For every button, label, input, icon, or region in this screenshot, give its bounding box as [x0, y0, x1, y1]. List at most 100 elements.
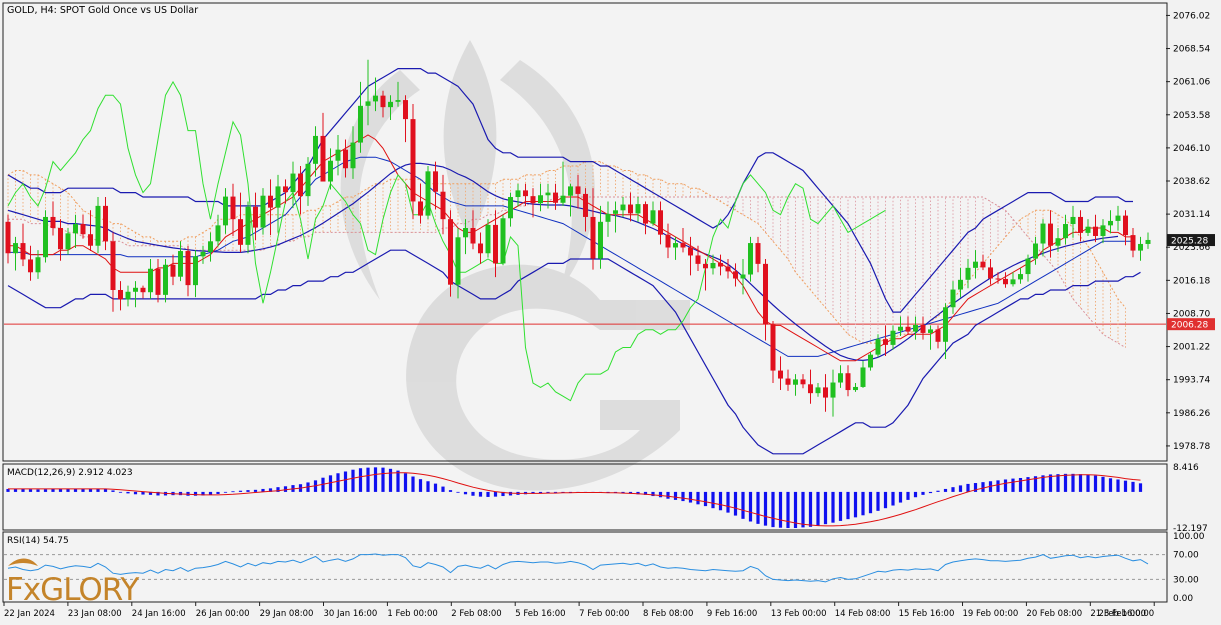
- macd-histogram-bar: [1108, 478, 1113, 492]
- price-tick-label: 2046.10: [1173, 144, 1210, 154]
- candle-body: [283, 186, 288, 193]
- candle-body: [328, 160, 333, 182]
- candle-body: [890, 330, 896, 345]
- price-tick-label: 2001.22: [1173, 343, 1210, 353]
- candle-body: [860, 367, 866, 387]
- macd-histogram-bar: [441, 486, 445, 492]
- candle-body: [755, 243, 761, 264]
- candle-body: [403, 100, 408, 120]
- candle-body: [65, 233, 71, 250]
- candle-body: [995, 278, 1001, 280]
- macd-histogram-bar: [283, 486, 288, 492]
- candle-body: [268, 195, 273, 208]
- watermark-g-letter: [406, 264, 690, 491]
- logo-swoosh: [8, 558, 38, 566]
- candle-body: [28, 259, 33, 273]
- time-tick-label: 9 Feb 16:00: [707, 609, 757, 619]
- candle-body: [463, 228, 468, 238]
- candle-body: [725, 266, 731, 272]
- candle-body: [905, 326, 911, 332]
- macd-histogram-bar: [696, 491, 700, 505]
- macd-histogram-bar: [231, 491, 235, 493]
- candle-body: [830, 382, 836, 398]
- candle-body: [418, 201, 423, 216]
- candle-body: [575, 186, 581, 194]
- candle-body: [950, 289, 956, 308]
- candle-body: [703, 263, 708, 269]
- candle-body: [658, 210, 663, 235]
- candle-body: [215, 225, 221, 242]
- candle-body: [1130, 235, 1136, 251]
- candle-body: [800, 379, 806, 385]
- macd-histogram-bar: [651, 491, 655, 497]
- price-tick-label: 2031.14: [1173, 210, 1210, 220]
- macd-histogram-bar: [673, 491, 678, 500]
- macd-histogram-bar: [801, 491, 805, 528]
- rsi-label: RSI(14) 54.75: [7, 536, 69, 546]
- time-tick-label: 20 Feb 08:00: [1026, 609, 1082, 619]
- candle-body: [103, 205, 108, 242]
- rsi-axis-label: 0.00: [1173, 594, 1193, 604]
- price-tick-label: 2068.54: [1173, 45, 1210, 55]
- macd-histogram-bar: [936, 490, 940, 492]
- candle-body: [470, 228, 476, 244]
- candle-body: [290, 173, 296, 193]
- candle-body: [845, 373, 851, 391]
- macd-histogram-bar: [426, 481, 430, 492]
- macd-histogram-bar: [51, 488, 55, 492]
- candle-body: [163, 264, 168, 295]
- candle-body: [673, 243, 678, 248]
- macd-histogram-bar: [36, 489, 40, 492]
- candle-body: [80, 224, 86, 235]
- candle-body: [178, 251, 183, 277]
- rsi-line: [7, 553, 1149, 583]
- macd-histogram-bar: [906, 491, 910, 500]
- price-tick-label: 1978.78: [1173, 442, 1210, 452]
- candle-body: [298, 173, 303, 197]
- macd-histogram-bar: [966, 483, 970, 492]
- candle-body: [688, 247, 693, 256]
- macd-histogram-bar: [126, 491, 130, 494]
- time-tick-label: 15 Feb 16:00: [899, 609, 955, 619]
- candle-body: [965, 267, 971, 280]
- time-tick-label: 22 Jan 2024: [4, 609, 55, 619]
- macd-histogram-bar: [246, 490, 250, 492]
- candle-body: [680, 243, 686, 248]
- macd-histogram-bar: [373, 467, 378, 492]
- candle-body: [868, 354, 873, 368]
- time-tick-label: 13 Feb 00:00: [771, 609, 827, 619]
- macd-histogram-bar: [448, 490, 453, 492]
- candle-body: [380, 95, 386, 108]
- macd-histogram-bar: [1116, 479, 1120, 492]
- macd-histogram-bar: [876, 491, 880, 511]
- candle-body: [635, 204, 641, 214]
- macd-histogram-bar: [43, 489, 48, 492]
- macd-histogram-bar: [478, 491, 483, 497]
- rsi-panel: [2, 531, 1168, 603]
- candle-body: [1010, 279, 1016, 285]
- macd-histogram-bar: [1093, 475, 1098, 492]
- chart-title: GOLD, H4: SPOT Gold Once vs US Dollar: [7, 5, 198, 16]
- candle-body: [148, 268, 153, 293]
- candle-body: [5, 221, 11, 254]
- fxglory-logo: FxGLORY: [6, 558, 140, 608]
- candle-body: [193, 256, 198, 286]
- candle-body: [350, 142, 356, 169]
- macd-histogram-bar: [1041, 475, 1045, 492]
- time-tick-label: 23 Jan 08:00: [68, 609, 122, 619]
- macd-histogram-bar: [223, 491, 228, 493]
- candle-body: [628, 204, 633, 214]
- time-tick-label: 14 Feb 08:00: [835, 609, 891, 619]
- candle-body: [208, 241, 213, 252]
- candle-body: [508, 197, 513, 219]
- candle-body: [560, 195, 566, 203]
- time-tick-label: 23 Feb 00:00: [1098, 609, 1154, 619]
- candle-body: [838, 373, 843, 383]
- macd-histogram-bar: [13, 488, 18, 492]
- candle-body: [73, 224, 78, 234]
- candle-body: [1025, 258, 1031, 275]
- candle-body: [493, 224, 498, 264]
- candle-body: [155, 268, 161, 295]
- macd-histogram-bar: [381, 467, 385, 492]
- macd-histogram-bar: [471, 491, 475, 496]
